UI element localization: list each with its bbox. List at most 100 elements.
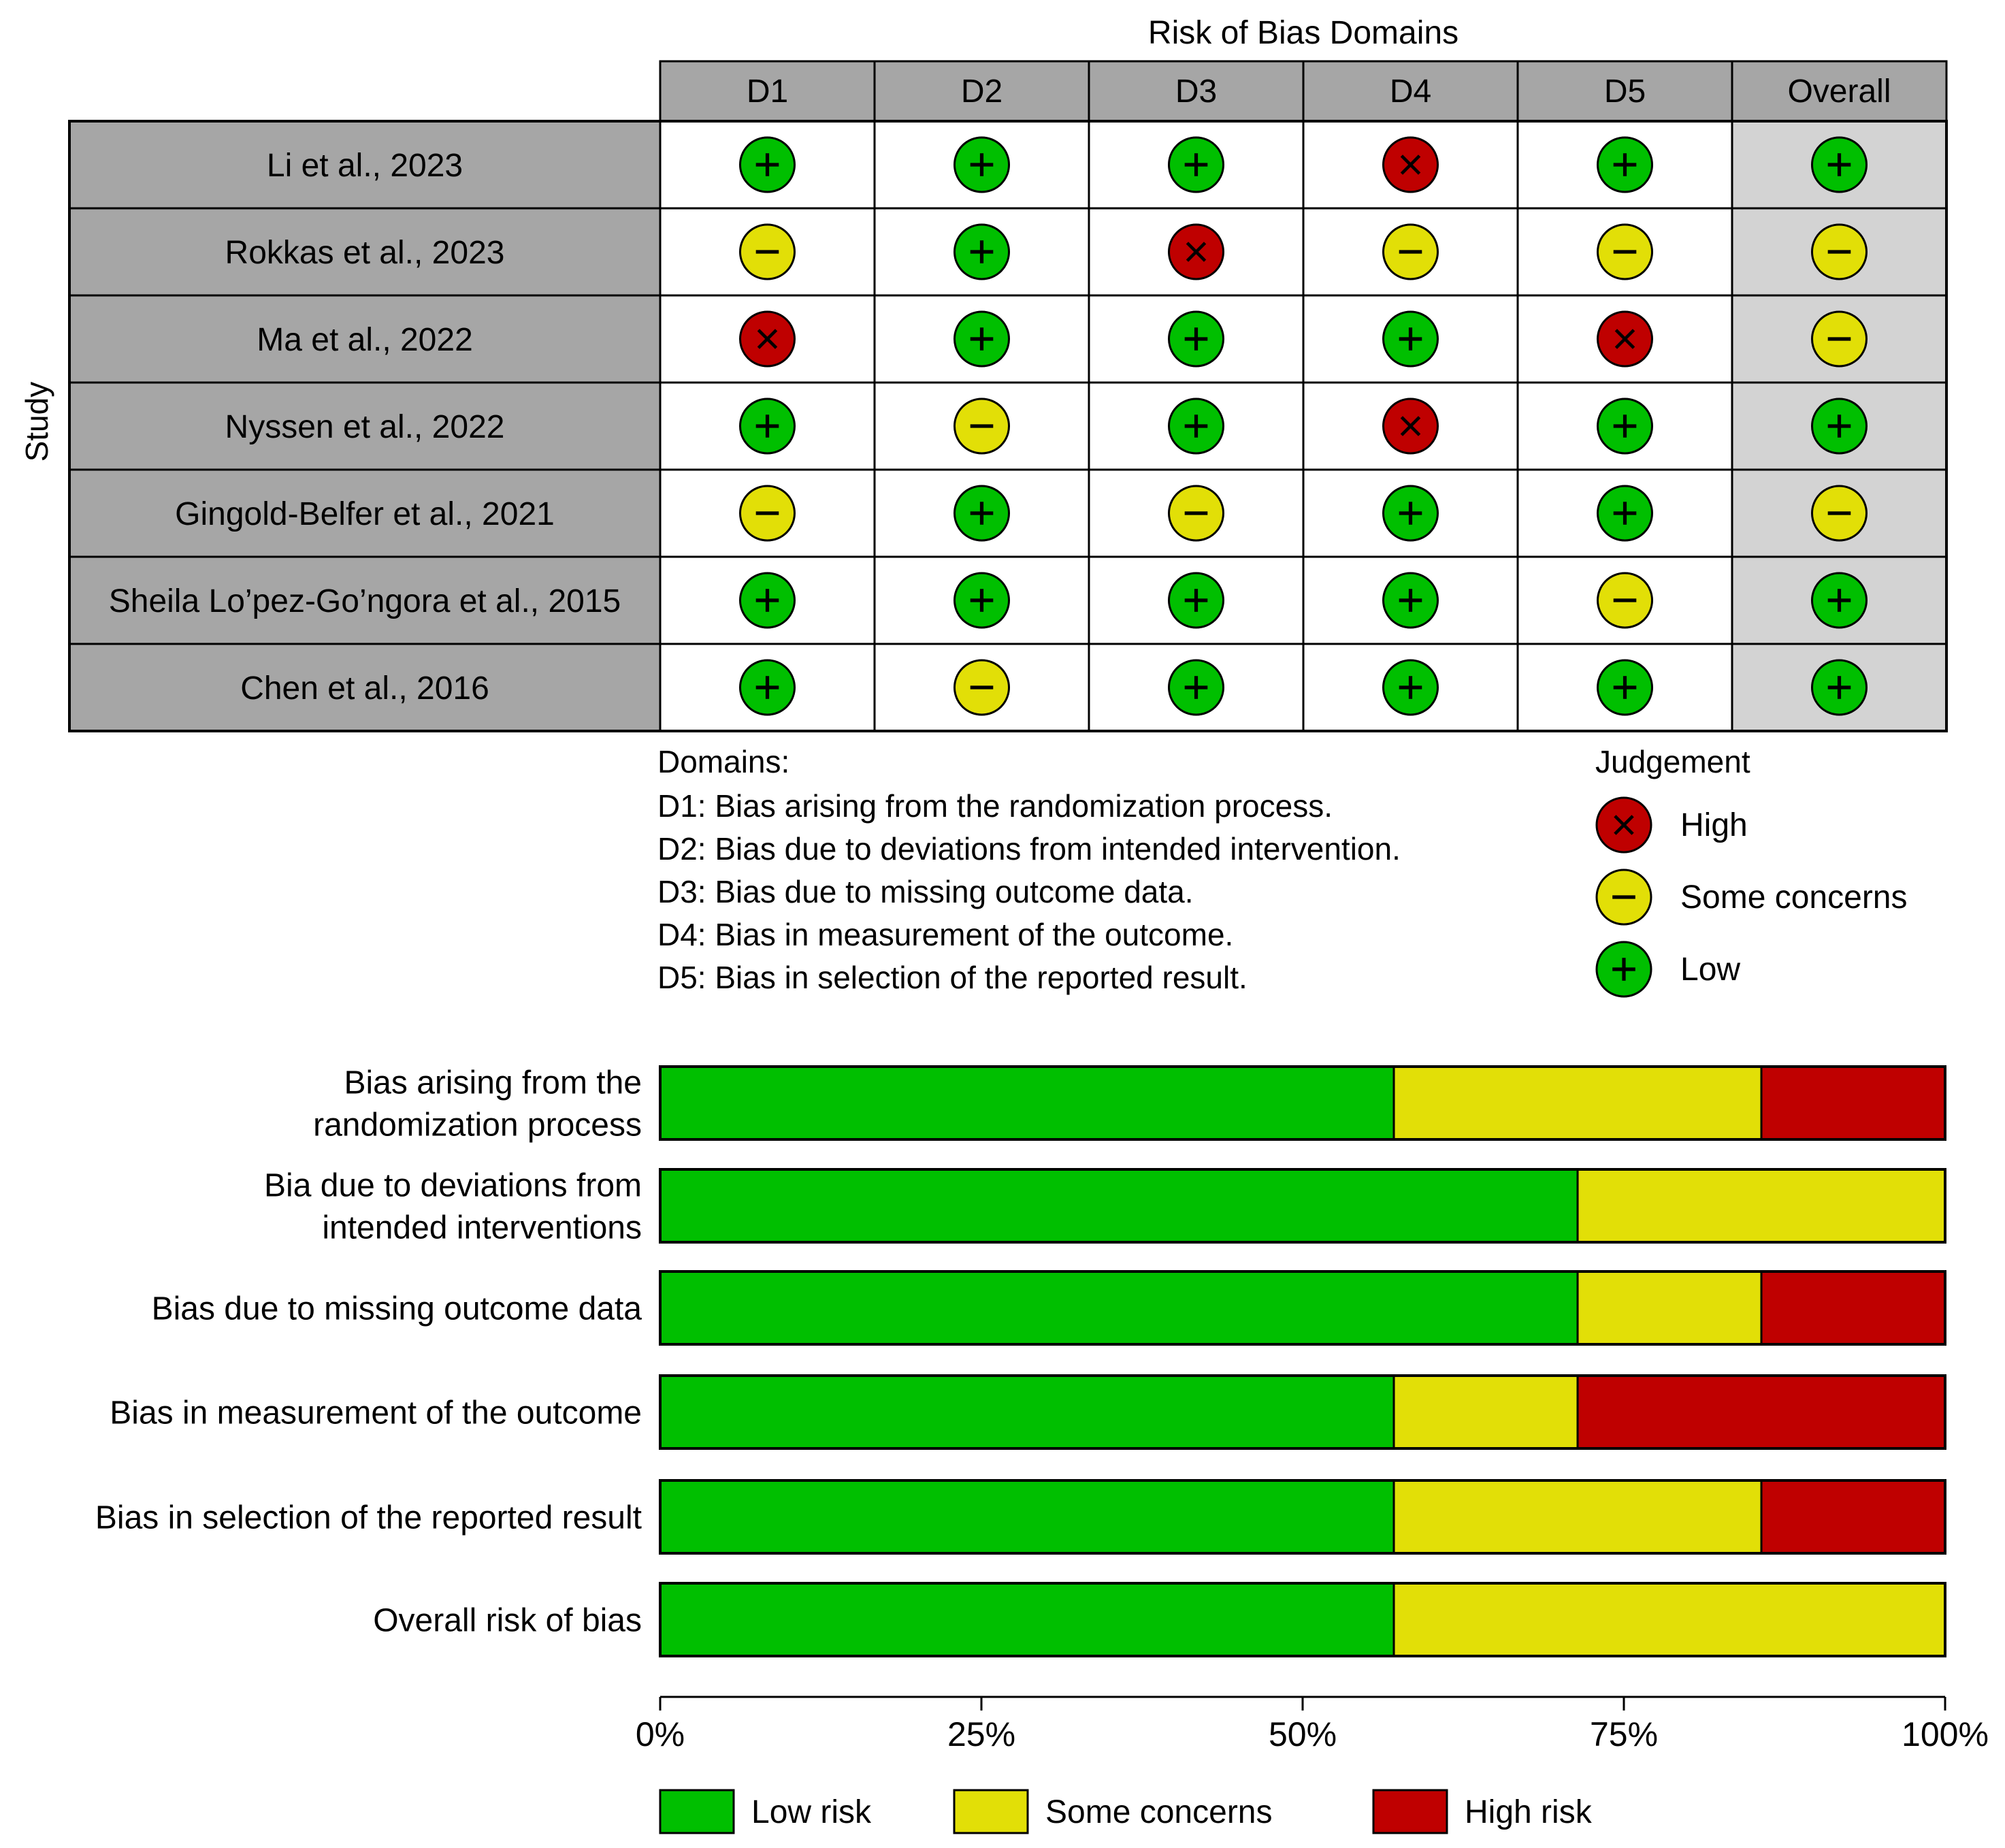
- judgement-low-symbol: [1811, 398, 1868, 455]
- judgement-low-symbol: [1382, 310, 1439, 368]
- x-tick-label: 75%: [1590, 1715, 1658, 1753]
- domain-description: D2: Bias due to deviations from intended…: [657, 831, 1401, 866]
- bar-segment-some: [1392, 1065, 1763, 1141]
- judgement-low-symbol: [1597, 398, 1653, 455]
- judgement-some-symbol: [1597, 223, 1653, 280]
- study-cell: [68, 207, 662, 297]
- legend-low-label: Low: [1680, 952, 1740, 988]
- traffic-light-table: Risk of Bias Domains D1 D2 D3 D4 D5 Overall Li …: [19, 15, 1948, 732]
- column-header-d2: [873, 60, 1090, 123]
- category-label: Bias arising from the: [344, 1065, 642, 1101]
- column-header-label: D1: [747, 74, 788, 110]
- table-title: Risk of Bias Domains: [1148, 15, 1458, 51]
- judgement-low-symbol: [953, 572, 1010, 629]
- bar-segment-low: [659, 1270, 1579, 1346]
- bar-outline: [659, 1065, 1946, 1141]
- judgement-low-symbol: [1811, 659, 1868, 716]
- legend-some-label: Some concerns: [1680, 879, 1908, 915]
- judgement-high-symbol: [1382, 136, 1439, 193]
- judgement-some-symbol: [1168, 485, 1224, 542]
- bar-segment-low: [659, 1582, 1395, 1657]
- bar-segment-some: [1392, 1374, 1579, 1450]
- judgement-low-symbol: [1382, 572, 1439, 629]
- domains-title: Domains:: [657, 744, 789, 779]
- judgement-low-symbol: [1382, 659, 1439, 716]
- legend-label-low: Low risk: [751, 1794, 872, 1830]
- legend-swatch-high: [1372, 1789, 1448, 1834]
- legend-label-high: High risk: [1465, 1794, 1593, 1830]
- judgement-low-symbol: [953, 310, 1010, 368]
- category-label: Bia due to deviations from: [264, 1168, 642, 1204]
- judgement-high-symbol: [1168, 223, 1224, 280]
- judgement-low-symbol: [953, 223, 1010, 280]
- study-name: Ma et al., 2022: [257, 322, 473, 358]
- judgement-some-symbol: [1811, 310, 1868, 368]
- bar-segment-some: [1392, 1582, 1946, 1657]
- bar-segment-low: [659, 1065, 1395, 1141]
- x-icon-b: [1614, 329, 1635, 349]
- judgement-some-symbol: [1597, 572, 1653, 629]
- category-label: randomization process: [313, 1107, 642, 1144]
- column-header-label: D2: [961, 74, 1003, 110]
- study-cell: [68, 120, 662, 210]
- study-cell: [68, 294, 662, 384]
- judgement-some-symbol: [953, 398, 1010, 455]
- bar-segment-low: [659, 1168, 1579, 1244]
- judgement-low-symbol: [953, 136, 1010, 193]
- domains-explanation: Domains: D1: Bias arising from the random…: [657, 744, 1401, 995]
- column-header-overall: [1731, 60, 1948, 123]
- bar-segment-low: [659, 1374, 1395, 1450]
- bar-outline: [659, 1270, 1946, 1346]
- judgement-low-symbol: [739, 659, 796, 716]
- judgement-some-symbol: [739, 485, 796, 542]
- domain-description: D4: Bias in measurement of the outcome.: [657, 917, 1233, 952]
- judgement-some-symbol: [1382, 223, 1439, 280]
- legend-swatch-some: [953, 1789, 1029, 1834]
- category-label: intended interventions: [322, 1210, 642, 1246]
- column-header-d1: [659, 60, 876, 123]
- judgement-low-symbol: [1382, 485, 1439, 542]
- study-cell: [68, 381, 662, 471]
- x-tick-label: 100%: [1902, 1715, 1989, 1753]
- judgement-low-symbol: [1168, 136, 1224, 193]
- x-icon-b: [757, 329, 778, 349]
- judgement-low-symbol: [1811, 136, 1868, 193]
- judgement-low-symbol: [1597, 485, 1653, 542]
- bar-outline: [659, 1168, 1946, 1244]
- legend-high-symbol: [1595, 796, 1652, 854]
- category-label: Bias in selection of the reported result: [95, 1500, 642, 1536]
- judgement-low-symbol: [1168, 310, 1224, 368]
- bar-segment-high: [1576, 1374, 1946, 1450]
- x-icon-b: [1400, 416, 1421, 436]
- judgement-low-symbol: [739, 572, 796, 629]
- judgement-low-symbol: [739, 398, 796, 455]
- bar-segment-some: [1576, 1168, 1946, 1244]
- row-axis-label: Study: [19, 382, 54, 462]
- bar-segment-high: [1760, 1065, 1946, 1141]
- judgement-legend: Judgement High Some concerns Low: [1595, 744, 1908, 998]
- study-name: Rokkas et al., 2023: [225, 235, 505, 271]
- category-label: Overall risk of bias: [373, 1603, 642, 1639]
- column-header-label: D5: [1604, 74, 1646, 110]
- x-tick-label: 25%: [947, 1715, 1015, 1753]
- study-cell: [68, 468, 662, 558]
- study-name: Sheila Lo’pez-Go’ngora et al., 2015: [109, 583, 621, 619]
- bar-segment-high: [1760, 1479, 1946, 1555]
- x-icon-b: [1186, 242, 1207, 262]
- judgement-low-symbol: [1811, 572, 1868, 629]
- x-icon-b: [1400, 155, 1421, 175]
- bar-segment-low: [659, 1479, 1395, 1555]
- legend-label-some: Some concerns: [1045, 1794, 1273, 1830]
- judgement-high-symbol: [739, 310, 796, 368]
- judgement-some-symbol: [1811, 223, 1868, 280]
- legend-some-symbol: [1595, 869, 1652, 926]
- judgement-legend-title: Judgement: [1595, 744, 1750, 779]
- domain-description: D1: Bias arising from the randomization …: [657, 788, 1333, 824]
- table-border: [68, 120, 1948, 732]
- domain-description: D3: Bias due to missing outcome data.: [657, 874, 1194, 909]
- column-header-label: D3: [1175, 74, 1217, 110]
- judgement-low-symbol: [1168, 398, 1224, 455]
- bar-segment-some: [1392, 1479, 1763, 1555]
- x-tick-label: 50%: [1269, 1715, 1337, 1753]
